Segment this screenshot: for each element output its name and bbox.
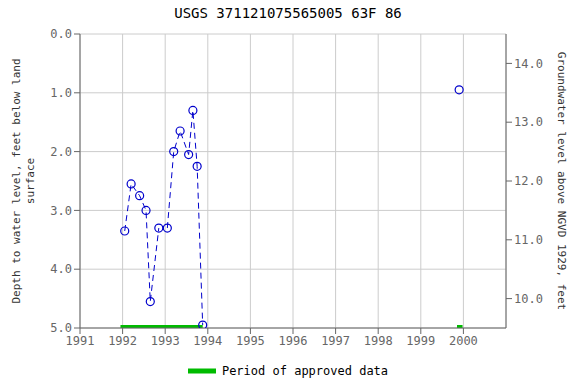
svg-text:5.0: 5.0 xyxy=(50,321,72,335)
svg-text:0.0: 0.0 xyxy=(50,27,72,41)
svg-text:Groundwater level above NGVD 1: Groundwater level above NGVD 1929, feet xyxy=(555,52,568,310)
svg-text:1999: 1999 xyxy=(406,334,435,348)
svg-text:12.0: 12.0 xyxy=(514,174,543,188)
html-text:USGS 371121075565005 63F 86: USGS 371121075565005 63F 86 xyxy=(174,5,402,21)
svg-text:3.0: 3.0 xyxy=(50,204,72,218)
svg-text:1998: 1998 xyxy=(364,334,393,348)
svg-text:11.0: 11.0 xyxy=(514,233,543,247)
svg-text:1995: 1995 xyxy=(236,334,265,348)
svg-text:1.0: 1.0 xyxy=(50,86,72,100)
svg-text:1997: 1997 xyxy=(321,334,350,348)
svg-text:1993: 1993 xyxy=(151,334,180,348)
svg-text:2.0: 2.0 xyxy=(50,145,72,159)
svg-text:1991: 1991 xyxy=(66,334,95,348)
svg-text:2000: 2000 xyxy=(449,334,478,348)
svg-text:1992: 1992 xyxy=(108,334,137,348)
svg-text:Depth to water level, feet bel: Depth to water level, feet below landsur… xyxy=(10,58,37,303)
svg-text:1994: 1994 xyxy=(193,334,222,348)
svg-text:1996: 1996 xyxy=(279,334,308,348)
svg-text:14.0: 14.0 xyxy=(514,57,543,71)
svg-text:4.0: 4.0 xyxy=(50,262,72,276)
html-text:Period of approved data: Period of approved data xyxy=(221,364,389,378)
svg-text:10.0: 10.0 xyxy=(514,292,543,306)
svg-text:13.0: 13.0 xyxy=(514,115,543,129)
